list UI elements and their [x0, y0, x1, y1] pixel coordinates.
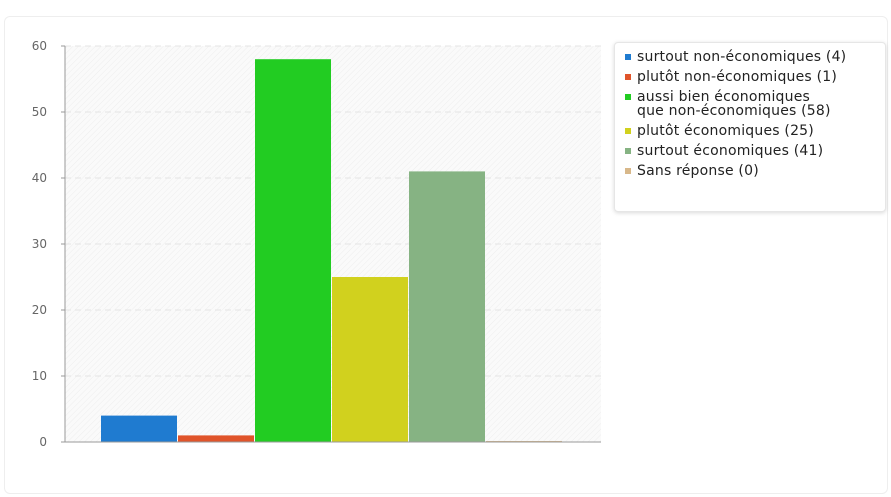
- legend-swatch: [625, 168, 631, 174]
- legend: surtout non-économiques (4) plutôt non-é…: [614, 42, 886, 212]
- legend-swatch: [625, 74, 631, 80]
- legend-swatch: [625, 54, 631, 60]
- y-axis-ticks: 0 10 20 30 40 50 60: [32, 39, 65, 449]
- y-tick-label: 10: [32, 369, 47, 383]
- legend-item[interactable]: surtout économiques (41): [625, 144, 877, 158]
- bar[interactable]: [255, 59, 331, 442]
- bar[interactable]: [101, 415, 177, 442]
- legend-item[interactable]: plutôt économiques (25): [625, 124, 877, 138]
- legend-label: plutôt économiques (25): [637, 123, 814, 139]
- y-tick-label: 20: [32, 303, 47, 317]
- y-tick-label: 30: [32, 237, 47, 251]
- y-tick-label: 50: [32, 105, 47, 119]
- legend-item[interactable]: Sans réponse (0): [625, 164, 877, 178]
- legend-label: surtout non-économiques (4): [637, 49, 847, 65]
- legend-label: surtout économiques (41): [637, 143, 824, 159]
- legend-item[interactable]: surtout non-économiques (4): [625, 50, 877, 64]
- y-tick-label: 0: [39, 435, 47, 449]
- legend-swatch: [625, 94, 631, 100]
- legend-label: Sans réponse (0): [637, 163, 759, 179]
- legend-item[interactable]: plutôt non-économiques (1): [625, 70, 877, 84]
- legend-swatch: [625, 148, 631, 154]
- legend-label: plutôt non-économiques (1): [637, 69, 837, 85]
- legend-label: aussi bien économiques que non-économiqu…: [637, 89, 831, 119]
- legend-swatch: [625, 128, 631, 134]
- bar[interactable]: [178, 435, 254, 442]
- bar[interactable]: [409, 171, 485, 442]
- y-tick-label: 60: [32, 39, 47, 53]
- bar[interactable]: [332, 277, 408, 442]
- y-tick-label: 40: [32, 171, 47, 185]
- legend-item[interactable]: aussi bien économiques que non-économiqu…: [625, 90, 877, 118]
- bars: [101, 59, 562, 442]
